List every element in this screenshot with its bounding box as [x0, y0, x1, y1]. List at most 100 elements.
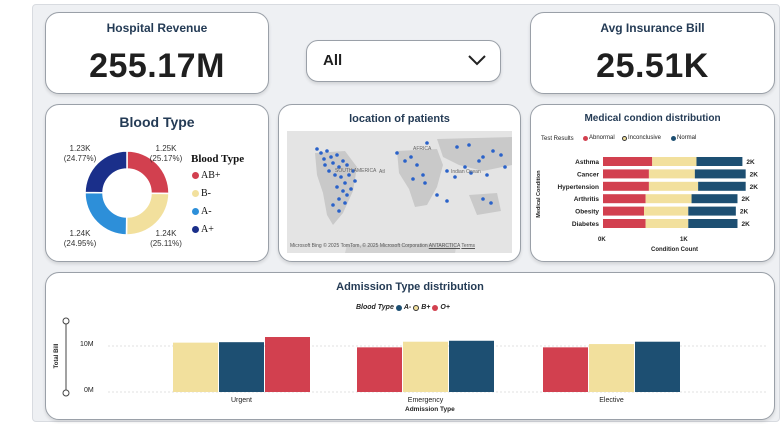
map-point[interactable]: [415, 163, 419, 167]
map-point[interactable]: [315, 147, 319, 151]
bar-segment-abnormal[interactable]: [603, 169, 649, 179]
legend-item-b-minus[interactable]: B-: [192, 188, 211, 199]
bar-segment-abnormal[interactable]: [603, 157, 653, 166]
patient-location-map-card[interactable]: location of patients SOUTH AMERICA AFRIC…: [278, 104, 521, 262]
map-point[interactable]: [481, 197, 485, 201]
map-point[interactable]: [343, 181, 347, 185]
map-point[interactable]: [319, 151, 323, 155]
map-point[interactable]: [329, 155, 333, 159]
map-point[interactable]: [343, 201, 347, 205]
bar-urgent-a-minus[interactable]: [219, 342, 264, 392]
range-slider[interactable]: [61, 317, 71, 397]
map-point[interactable]: [337, 197, 341, 201]
map-point[interactable]: [327, 169, 331, 173]
bar-elective-o-minusplus[interactable]: [543, 347, 588, 392]
map-point[interactable]: [322, 157, 326, 161]
slider-handle-bottom[interactable]: [62, 389, 70, 397]
legend-item-abnormal[interactable]: Abnormal: [583, 135, 615, 141]
bar-emergency-a-minus[interactable]: [449, 340, 494, 392]
bar-segment-inconclusive[interactable]: [648, 181, 699, 191]
blood-type-chart-card[interactable]: Blood Type 1.23K (24.77%) 1.25K (25.17%) 1…: [45, 104, 269, 262]
map-point[interactable]: [339, 175, 343, 179]
bar-urgent-o-minusplus[interactable]: [265, 337, 310, 392]
legend-label-a-minus[interactable]: A-: [403, 304, 412, 311]
chevron-down-icon[interactable]: [466, 49, 488, 71]
bar-segment-inconclusive[interactable]: [648, 169, 695, 179]
map-point[interactable]: [485, 173, 489, 177]
map-point[interactable]: [331, 203, 335, 207]
blood-type-slicer[interactable]: All: [306, 40, 501, 82]
bar-segment-abnormal[interactable]: [603, 181, 649, 191]
map-point[interactable]: [337, 165, 341, 169]
donut-slice-a-minusplus[interactable]: [84, 150, 128, 194]
legend-label-b-plus[interactable]: B+: [421, 304, 431, 311]
bar-urgent-b-minusplus[interactable]: [173, 342, 218, 392]
bar-segment-normal[interactable]: [696, 157, 743, 166]
bar-segment-normal[interactable]: [688, 206, 736, 216]
map-point[interactable]: [469, 171, 473, 175]
map-point[interactable]: [503, 165, 507, 169]
legend-item-inconclusive[interactable]: Inconclusive: [622, 135, 661, 141]
map-point[interactable]: [395, 151, 399, 155]
map-area[interactable]: SOUTH AMERICA AFRICA Indian Ocean Atl Mi…: [287, 131, 512, 253]
map-point[interactable]: [489, 201, 493, 205]
map-point[interactable]: [323, 163, 327, 167]
map-point[interactable]: [409, 155, 413, 159]
map-point[interactable]: [353, 179, 357, 183]
map-point[interactable]: [467, 143, 471, 147]
map-point[interactable]: [341, 189, 345, 193]
map-point[interactable]: [341, 159, 345, 163]
bar-segment-inconclusive[interactable]: [645, 194, 692, 204]
map-point[interactable]: [491, 149, 495, 153]
map-point[interactable]: [411, 177, 415, 181]
kpi-card-hospital-revenue[interactable]: Hospital Revenue 255.17M: [45, 12, 269, 94]
map-point[interactable]: [347, 173, 351, 177]
map-point[interactable]: [453, 175, 457, 179]
map-point[interactable]: [455, 145, 459, 149]
bar-segment-inconclusive[interactable]: [652, 157, 697, 166]
bar-segment-normal[interactable]: [691, 194, 738, 204]
map-point[interactable]: [477, 159, 481, 163]
legend-item-ab-plus[interactable]: AB+: [192, 170, 221, 181]
bar-segment-abnormal[interactable]: [603, 219, 646, 228]
legend-item-normal[interactable]: Normal: [671, 135, 696, 141]
bar-segment-abnormal[interactable]: [603, 206, 644, 216]
map-point[interactable]: [335, 153, 339, 157]
bar-emergency-b-minusplus[interactable]: [403, 341, 448, 392]
map-point[interactable]: [351, 169, 355, 173]
bar-segment-inconclusive[interactable]: [645, 219, 689, 228]
map-point[interactable]: [349, 187, 353, 191]
legend-item-a-minus[interactable]: A-: [192, 206, 212, 217]
bar-elective-a-minus[interactable]: [635, 341, 680, 392]
map-point[interactable]: [481, 155, 485, 159]
map-point[interactable]: [445, 169, 449, 173]
map-point[interactable]: [499, 153, 503, 157]
slider-handle-top[interactable]: [62, 317, 70, 325]
bar-segment-inconclusive[interactable]: [644, 206, 689, 216]
map-point[interactable]: [421, 173, 425, 177]
map-point[interactable]: [345, 193, 349, 197]
kpi-card-avg-insurance-bill[interactable]: Avg Insurance Bill 25.51K: [530, 12, 775, 94]
medical-condition-chart-card[interactable]: Medical condion distribution Test Result…: [530, 104, 775, 262]
bar-segment-abnormal[interactable]: [603, 194, 646, 204]
map-point[interactable]: [325, 149, 329, 153]
map-point[interactable]: [463, 165, 467, 169]
terms-link[interactable]: Terms: [461, 243, 475, 249]
admission-type-chart-card[interactable]: Admission Type distribution Blood Type A…: [45, 272, 775, 420]
map-point[interactable]: [333, 173, 337, 177]
legend-item-a-plus[interactable]: A+: [192, 224, 214, 235]
map-point[interactable]: [331, 161, 335, 165]
map-point[interactable]: [423, 181, 427, 185]
bar-segment-normal[interactable]: [694, 169, 746, 179]
map-point[interactable]: [425, 141, 429, 145]
bar-emergency-o-minusplus[interactable]: [357, 347, 402, 392]
bar-segment-normal[interactable]: [698, 181, 746, 191]
map-point[interactable]: [345, 163, 349, 167]
map-point[interactable]: [435, 193, 439, 197]
bar-elective-b-minusplus[interactable]: [589, 344, 634, 392]
map-point[interactable]: [403, 159, 407, 163]
map-point[interactable]: [337, 209, 341, 213]
legend-label-o-plus[interactable]: O+: [440, 304, 450, 311]
bar-segment-normal[interactable]: [688, 219, 738, 228]
map-point[interactable]: [335, 185, 339, 189]
